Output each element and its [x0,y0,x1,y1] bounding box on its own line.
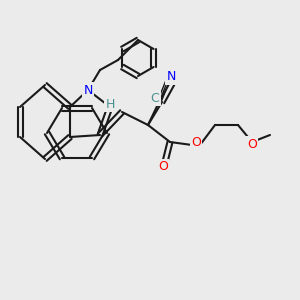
Text: N: N [83,83,93,97]
Text: N: N [166,70,176,83]
Text: O: O [191,136,201,149]
Text: O: O [247,137,257,151]
Text: O: O [158,160,168,173]
Text: C: C [151,92,159,104]
Text: H: H [105,98,115,110]
